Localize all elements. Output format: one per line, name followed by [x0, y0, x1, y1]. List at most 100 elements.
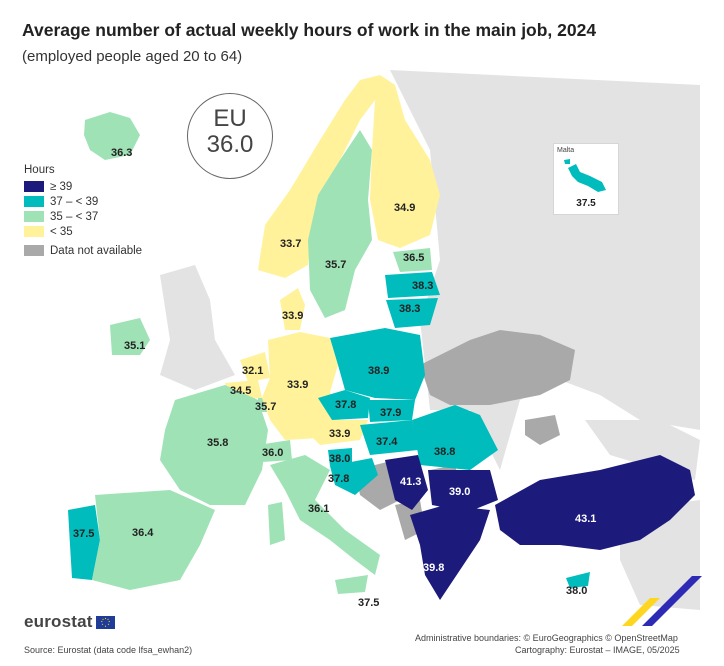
- value-label-lithuania: 38.3: [399, 303, 421, 315]
- value-label-bulgaria: 39.0: [449, 486, 471, 498]
- no-data-region: [420, 330, 575, 405]
- value-label-serbia: 41.3: [400, 476, 422, 488]
- value-label-france: 35.8: [207, 437, 229, 449]
- value-label-slovenia: 38.0: [329, 453, 351, 465]
- value-label-hungary: 37.4: [376, 436, 398, 448]
- country-hungary: [360, 420, 418, 455]
- eu-average-badge: EU 36.0: [187, 93, 273, 179]
- value-label-netherlands: 32.1: [242, 365, 264, 377]
- eu-label: EU: [213, 105, 247, 132]
- value-label-denmark: 33.9: [282, 310, 304, 322]
- malta-shape: [564, 159, 606, 192]
- legend: Hours ≥ 39 37 – < 39 35 – < 37 < 35 Data…: [24, 164, 142, 258]
- legend-item: Data not available: [24, 243, 142, 258]
- legend-item: < 35: [24, 224, 142, 239]
- source-note: Source: Eurostat (data code lfsa_ewhan2): [24, 645, 193, 655]
- country-czechia: [318, 390, 370, 420]
- value-label-austria: 33.9: [329, 428, 351, 440]
- value-label-ireland: 35.1: [124, 340, 146, 352]
- legend-swatch: [24, 181, 44, 192]
- country-romania: [412, 405, 498, 470]
- country-turkiye: [495, 455, 695, 550]
- country-ireland: [110, 318, 150, 355]
- map-subtitle: (employed people aged 20 to 64): [22, 48, 243, 65]
- non-covered-landmass: [160, 265, 235, 390]
- non-covered-landmass: [390, 70, 700, 470]
- island-sardinia: [268, 502, 285, 545]
- country-latvia: [385, 272, 440, 298]
- value-label-slovakia: 37.9: [380, 407, 402, 419]
- country-slovenia: [328, 448, 352, 466]
- legend-item: ≥ 39: [24, 179, 142, 194]
- country-cyprus: [566, 572, 590, 588]
- value-label-sicily-malta: 37.5: [358, 597, 380, 609]
- country-italy: [270, 455, 380, 575]
- country-switzerland: [258, 440, 292, 462]
- legend-label: 35 – < 37: [50, 210, 99, 223]
- value-label-italy: 36.1: [308, 503, 330, 515]
- country-poland: [330, 328, 425, 400]
- value-label-estonia: 36.5: [403, 252, 425, 264]
- legend-swatch: [24, 226, 44, 237]
- value-label-greece: 39.8: [423, 562, 445, 574]
- legend-swatch: [24, 196, 44, 207]
- value-label-romania: 38.8: [434, 446, 456, 458]
- eu-flag-icon: [96, 616, 115, 629]
- inset-value: 37.5: [576, 198, 596, 209]
- country-portugal: [68, 505, 100, 580]
- eu-value: 36.0: [206, 131, 254, 158]
- country-sweden: [308, 130, 372, 318]
- legend-label: 37 – < 39: [50, 195, 99, 208]
- map-title: Average number of actual weekly hours of…: [22, 20, 597, 40]
- value-label-czechia: 37.8: [335, 399, 357, 411]
- eurostat-logo: eurostat: [24, 612, 93, 631]
- country-germany: [262, 332, 340, 440]
- country-bulgaria: [428, 470, 498, 512]
- country-netherlands: [240, 352, 270, 382]
- value-label-cyprus: 38.0: [566, 585, 588, 597]
- country-denmark: [280, 288, 305, 330]
- value-label-iceland: 36.3: [111, 147, 133, 159]
- value-label-norway: 33.7: [280, 238, 302, 250]
- country-finland: [370, 85, 440, 248]
- value-label-finland: 34.9: [394, 202, 416, 214]
- no-data-region: [525, 415, 560, 445]
- country-austria: [300, 420, 368, 445]
- inset-name: Malta: [557, 147, 575, 154]
- legend-label: Data not available: [50, 244, 143, 257]
- country-spain: [92, 490, 215, 590]
- value-label-latvia: 38.3: [412, 280, 434, 292]
- value-label-turkiye: 43.1: [575, 513, 597, 525]
- country-croatia: [330, 458, 378, 495]
- legend-title: Hours: [24, 164, 55, 176]
- malta-inset: Malta 37.5: [553, 143, 619, 215]
- country-france: [160, 385, 268, 505]
- legend-item: 37 – < 39: [24, 194, 142, 209]
- value-label-sweden: 35.7: [325, 259, 347, 271]
- value-label-portugal: 37.5: [73, 528, 95, 540]
- country-slovakia: [368, 400, 415, 422]
- value-label-switzerland: 36.0: [262, 447, 284, 459]
- country-greece: [410, 505, 490, 600]
- credits-line-2: Cartography: Eurostat – IMAGE, 05/2025: [515, 645, 680, 655]
- country-norway: [258, 75, 395, 278]
- legend-swatch: [24, 245, 44, 256]
- country-serbia: [385, 455, 428, 510]
- value-label-poland: 38.9: [368, 365, 390, 377]
- island-sicily: [335, 575, 368, 594]
- value-label-belgium: 34.5: [230, 385, 252, 397]
- value-label-luxembourg: 35.7: [255, 401, 277, 413]
- legend-label: ≥ 39: [50, 180, 73, 193]
- value-label-germany: 33.9: [287, 379, 309, 391]
- value-label-spain: 36.4: [132, 527, 154, 539]
- value-label-croatia: 37.8: [328, 473, 350, 485]
- legend-swatch: [24, 211, 44, 222]
- credits-line-1: Administrative boundaries: © EuroGeograp…: [415, 633, 678, 643]
- country-estonia: [393, 248, 432, 272]
- eurostat-brand-mark-icon: [622, 576, 702, 626]
- country-lithuania: [386, 298, 438, 328]
- legend-item: 35 – < 37: [24, 209, 142, 224]
- legend-label: < 35: [50, 225, 73, 238]
- country-iceland: [84, 112, 140, 160]
